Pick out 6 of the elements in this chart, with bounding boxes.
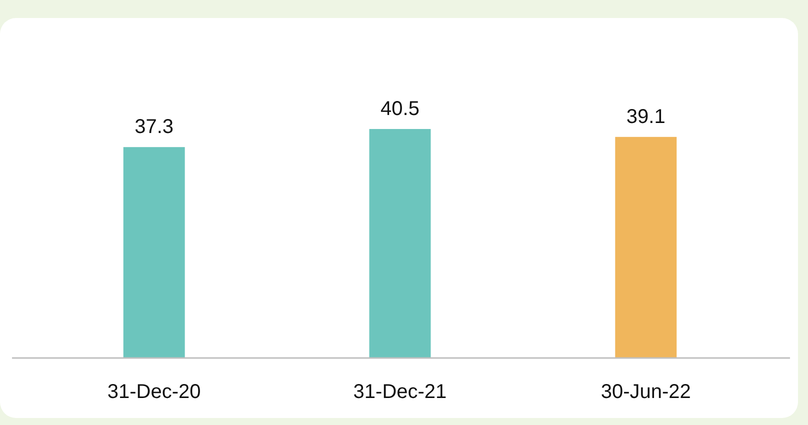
data-label: 40.5 xyxy=(380,98,420,120)
data-label: 39.1 xyxy=(626,106,666,128)
data-label: 37.3 xyxy=(134,116,174,138)
x-tick-label: 31-Dec-21 xyxy=(353,381,447,403)
x-tick-label: 31-Dec-20 xyxy=(107,381,201,403)
x-tick-label: 30-Jun-22 xyxy=(600,381,691,403)
